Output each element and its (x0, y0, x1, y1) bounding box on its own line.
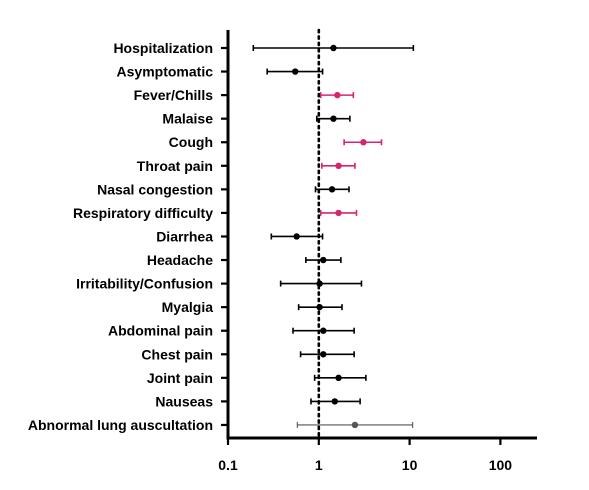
estimate-point (320, 256, 327, 264)
x-tick-label: 1 (315, 457, 323, 473)
category-label: Chest pain (141, 346, 213, 362)
x-tick-label: 10 (402, 457, 418, 473)
estimate-point (351, 421, 359, 429)
estimate-point (292, 68, 299, 75)
category-label: Joint pain (147, 370, 213, 386)
estimate-point (316, 303, 323, 311)
estimate-point (334, 91, 341, 99)
category-label: Headache (147, 252, 213, 268)
category-label: Irritability/Confusion (76, 276, 213, 292)
category-label: Malaise (162, 111, 213, 127)
category-label: Hospitalization (113, 40, 213, 56)
category-label: Asymptomatic (117, 64, 214, 80)
estimate-point (360, 139, 367, 146)
estimate-point (293, 233, 300, 240)
category-label: Throat pain (137, 158, 213, 174)
estimate-point (320, 351, 327, 358)
estimate-point (316, 280, 323, 287)
estimate-point (335, 374, 342, 382)
category-label: Abnormal lung auscultation (28, 417, 213, 433)
x-ticks-layer: 0.1 1 10 100 (218, 438, 512, 473)
estimate-point (328, 186, 336, 193)
category-label: Myalgia (162, 299, 214, 315)
x-tick-label: 100 (489, 457, 513, 473)
category-label: Diarrhea (156, 228, 213, 244)
category-label: Respiratory difficulty (73, 205, 213, 221)
category-label: Nauseas (155, 393, 213, 409)
category-label: Fever/Chills (134, 87, 214, 103)
axes-layer (226, 30, 537, 440)
estimate-point (330, 44, 337, 52)
rows-layer: Hospitalization Asymptomatic Fever/Chills M… (28, 40, 415, 433)
category-label: Cough (169, 134, 213, 150)
category-label: Nasal congestion (97, 181, 213, 197)
x-tick-label: 0.1 (218, 457, 238, 473)
estimate-point (320, 327, 327, 334)
estimate-point (331, 398, 338, 405)
category-label: Abdominal pain (108, 323, 213, 339)
estimate-point (330, 115, 337, 122)
estimate-point (335, 162, 342, 169)
estimate-point (335, 209, 342, 217)
